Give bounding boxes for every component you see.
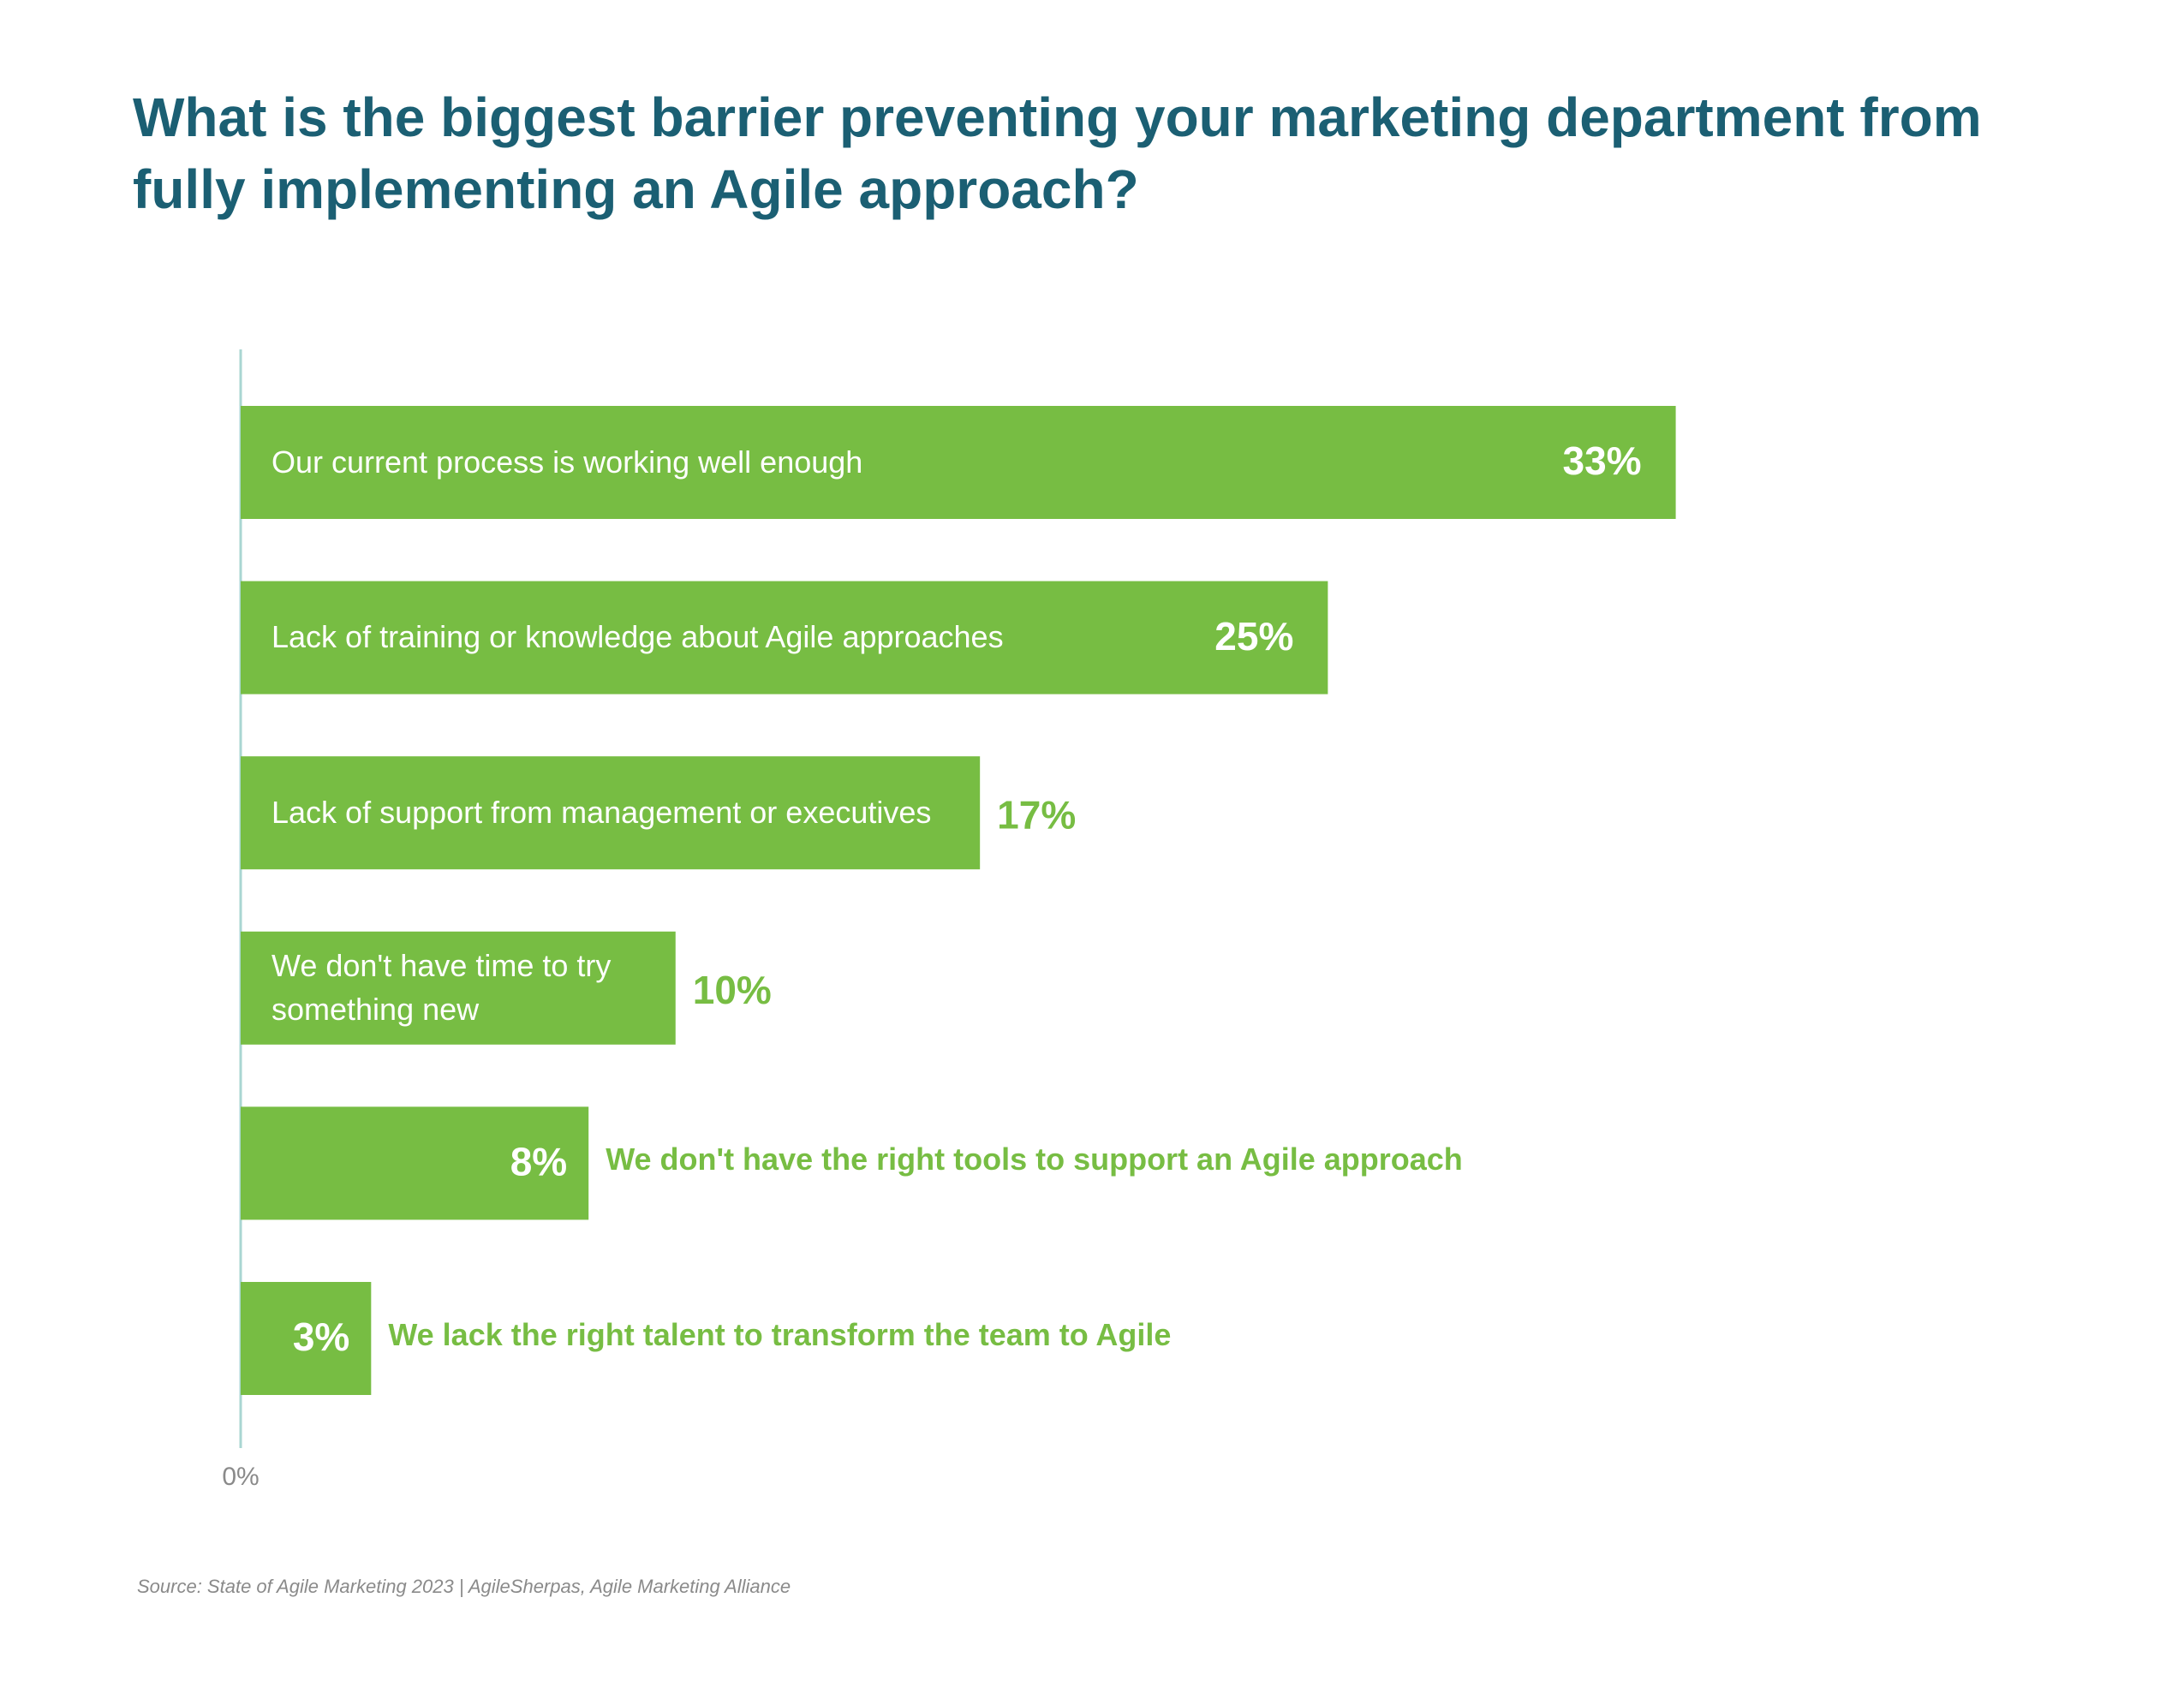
bar [241,1106,589,1220]
category-label: We lack the right talent to transform th… [388,1316,1172,1352]
value-label: 8% [510,1140,567,1184]
value-label: 33% [1562,438,1641,483]
category-label: We don't have the right tools to support… [606,1142,1463,1177]
category-label: Our current process is working well enou… [272,444,863,480]
bar [241,931,676,1045]
x-tick-label: 0% [222,1463,259,1491]
value-label: 3% [293,1314,349,1359]
category-label: Lack of support from management or execu… [272,794,932,830]
bar [241,581,1328,694]
category-box: Our current process is working well enou… [272,444,863,480]
bar [241,1282,372,1395]
category-label: Lack of training or knowledge about Agil… [272,619,1004,655]
bar [241,756,981,870]
category-label: We don't have time to try something new [272,948,612,1027]
bar [241,406,1676,519]
category-box: We don't have the right tools to support… [606,1142,1463,1177]
category-box: We lack the right talent to transform th… [388,1316,1172,1352]
value-label: 17% [997,792,1076,837]
category-box: Lack of training or knowledge about Agil… [272,619,1004,655]
category-box: Lack of support from management or execu… [272,794,932,830]
source-note: Source: State of Agile Marketing 2023 | … [137,1576,791,1597]
title-box: What is the biggest barrier preventing y… [133,86,1982,220]
category-box: We don't have time to try something new [272,948,612,1027]
chart-title: What is the biggest barrier preventing y… [133,86,1982,220]
value-label: 10% [693,968,772,1012]
value-label: 25% [1214,614,1293,659]
